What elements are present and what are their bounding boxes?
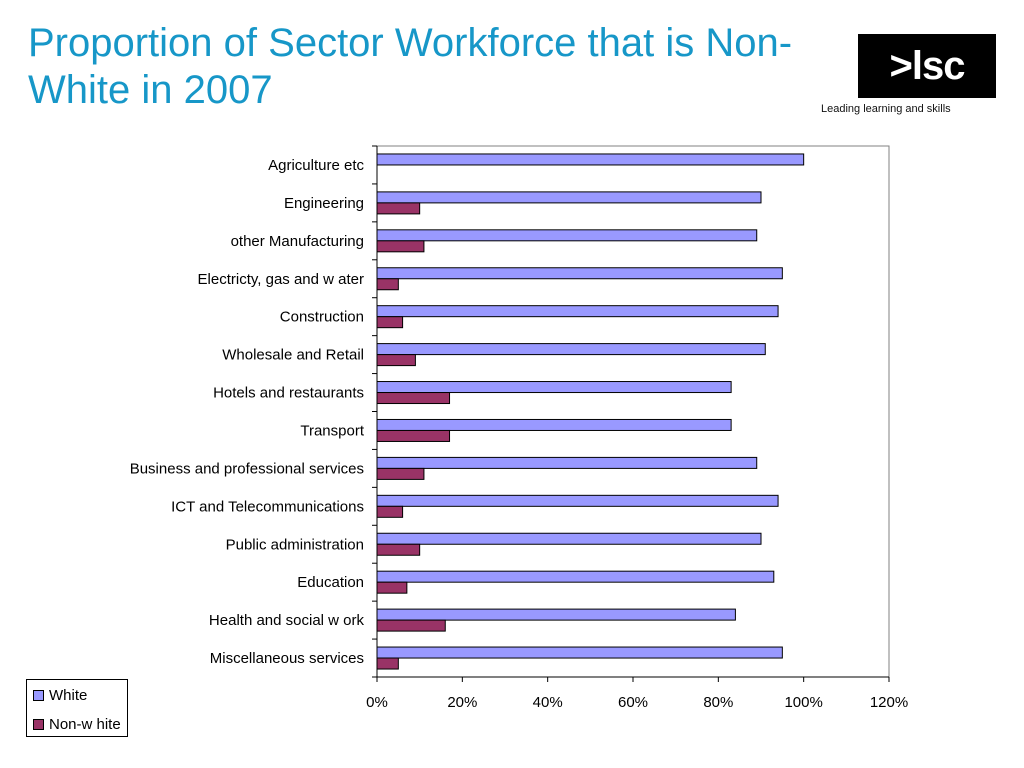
bar-nonwhite [376,278,399,291]
bar-nonwhite [376,316,404,329]
category-label: Hotels and restaurants [213,385,364,402]
legend-item-nonwhite: Non-w hite [33,715,121,733]
legend-swatch-nonwhite [33,718,44,730]
category-label: Public administration [226,536,364,553]
bar-white [376,532,762,545]
bar-nonwhite [376,505,404,518]
chart-legend: White Non-w hite [26,679,128,737]
category-label: Wholesale and Retail [222,347,364,364]
bar-nonwhite [376,392,451,405]
x-tick-label: 100% [784,694,822,711]
bar-white [376,608,736,621]
bar-nonwhite [376,657,399,670]
x-tick-label: 60% [618,694,648,711]
axes-group [372,145,890,682]
category-label: Miscellaneous services [210,650,364,667]
category-label: Transport [300,422,364,439]
bar-nonwhite [376,543,421,556]
category-label: other Manufacturing [231,233,364,250]
bar-nonwhite [376,429,451,442]
logo-tagline: Leading learning and skills [821,103,951,115]
category-label: Agriculture etc [268,157,364,174]
bar-white [376,494,779,507]
category-label: Education [297,574,364,591]
legend-label-white: White [49,686,88,704]
bars-group [376,153,805,670]
category-label: Business and professional services [130,460,364,477]
page-title: Proportion of Sector Workforce that is N… [28,21,793,112]
bar-white [376,267,783,280]
bar-nonwhite [376,240,425,253]
bar-white [376,381,732,394]
category-label: ICT and Telecommunications [171,498,364,515]
bar-white [376,153,805,166]
category-label: Construction [280,309,364,326]
bar-nonwhite [376,581,408,594]
logo-text: >lsc [889,44,966,88]
bar-nonwhite [376,619,446,632]
bar-white [376,191,762,204]
legend-swatch-white [33,689,44,701]
x-tick-label: 40% [533,694,563,711]
legend-label-nonwhite: Non-w hite [49,715,121,733]
lsc-logo: >lsc [858,34,996,98]
x-tick-label: 20% [447,694,477,711]
category-label: Health and social w ork [209,612,365,629]
x-tick-label: 80% [703,694,733,711]
bar-white [376,456,758,469]
bar-nonwhite [376,202,421,215]
category-label: Electricty, gas and w ater [198,271,364,288]
category-label: Engineering [284,195,364,212]
labels-group: Agriculture etc Engineering other Manufact… [130,157,908,711]
bar-white [376,305,779,318]
x-tick-label: 0% [366,694,388,711]
bar-nonwhite [376,354,416,367]
bar-white [376,343,766,356]
bar-white [376,418,732,431]
x-tick-label: 120% [870,694,908,711]
bar-white [376,229,758,242]
legend-item-white: White [33,686,87,704]
bar-white [376,570,775,583]
bar-nonwhite [376,467,425,480]
plot-area [376,145,890,678]
bar-white [376,646,783,659]
